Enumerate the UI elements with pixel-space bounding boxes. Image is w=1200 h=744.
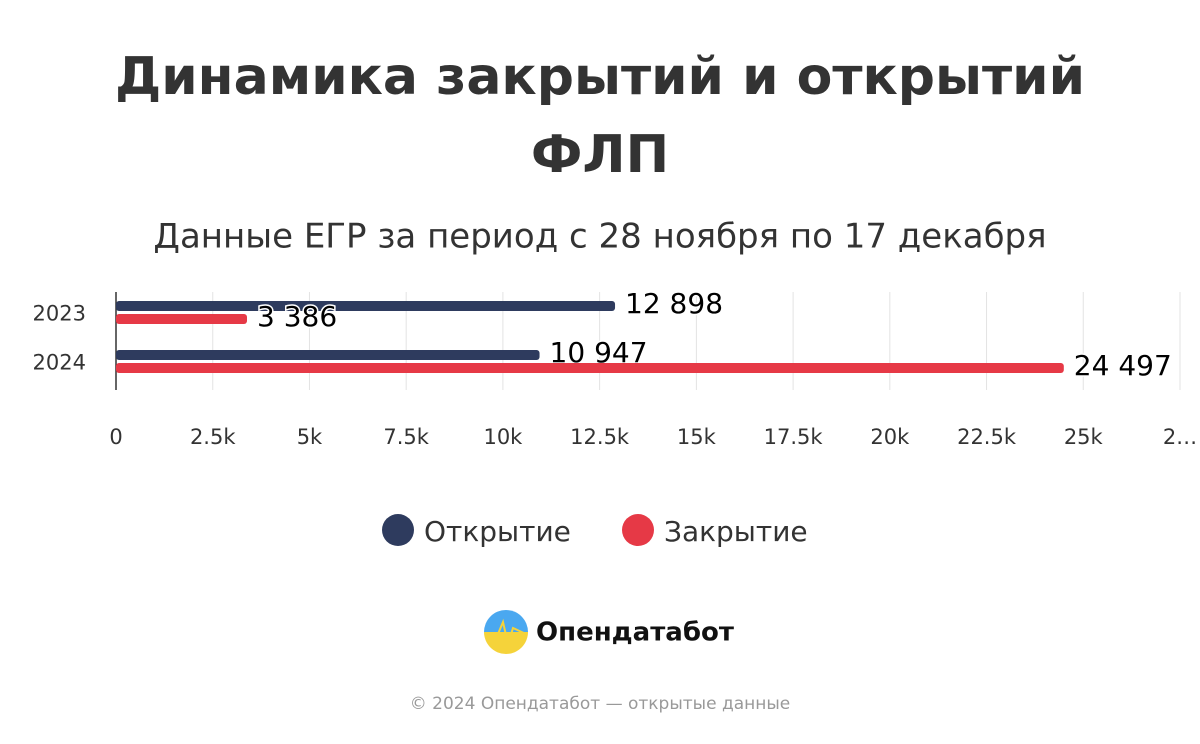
- x-tick-label: 2.5k: [190, 425, 236, 449]
- legend-marker: [622, 514, 654, 546]
- chart-title: Динамика закрытий и открытий ФЛП: [115, 47, 1085, 185]
- x-tick-label: 0: [109, 425, 122, 449]
- brand-logo-line: [486, 618, 527, 648]
- bar: [116, 301, 616, 311]
- chart-subtitle: Данные ЕГР за период с 28 ноября по 17 д…: [153, 217, 1046, 257]
- y-tick-label: 2024: [33, 351, 86, 375]
- x-tick-label: 10k: [483, 425, 523, 449]
- x-tick-label: 5k: [297, 425, 323, 449]
- x-tick-label: 20k: [870, 425, 910, 449]
- data-label: 3 386: [257, 300, 337, 333]
- bar: [116, 363, 1064, 373]
- x-tick-label: 2…: [1163, 425, 1197, 449]
- x-tick-label: 25k: [1064, 425, 1104, 449]
- bar: [116, 314, 248, 324]
- y-tick-label: 2023: [33, 302, 86, 326]
- legend-label: Открытие: [424, 515, 571, 548]
- data-label: 24 497: [1074, 349, 1172, 382]
- legend-label: Закрытие: [664, 515, 808, 548]
- x-tick-label: 22.5k: [957, 425, 1017, 449]
- x-tick-label: 17.5k: [764, 425, 824, 449]
- brand-name: Опендатабот: [536, 618, 734, 648]
- legend-marker: [382, 514, 414, 546]
- x-tick-label: 12.5k: [570, 425, 630, 449]
- x-tick-label: 7.5k: [383, 425, 429, 449]
- x-tick-label: 15k: [677, 425, 717, 449]
- bar: [116, 350, 540, 360]
- copyright: © 2024 Опендатабот — открытые данные: [410, 694, 790, 714]
- data-label: 12 898: [625, 287, 723, 320]
